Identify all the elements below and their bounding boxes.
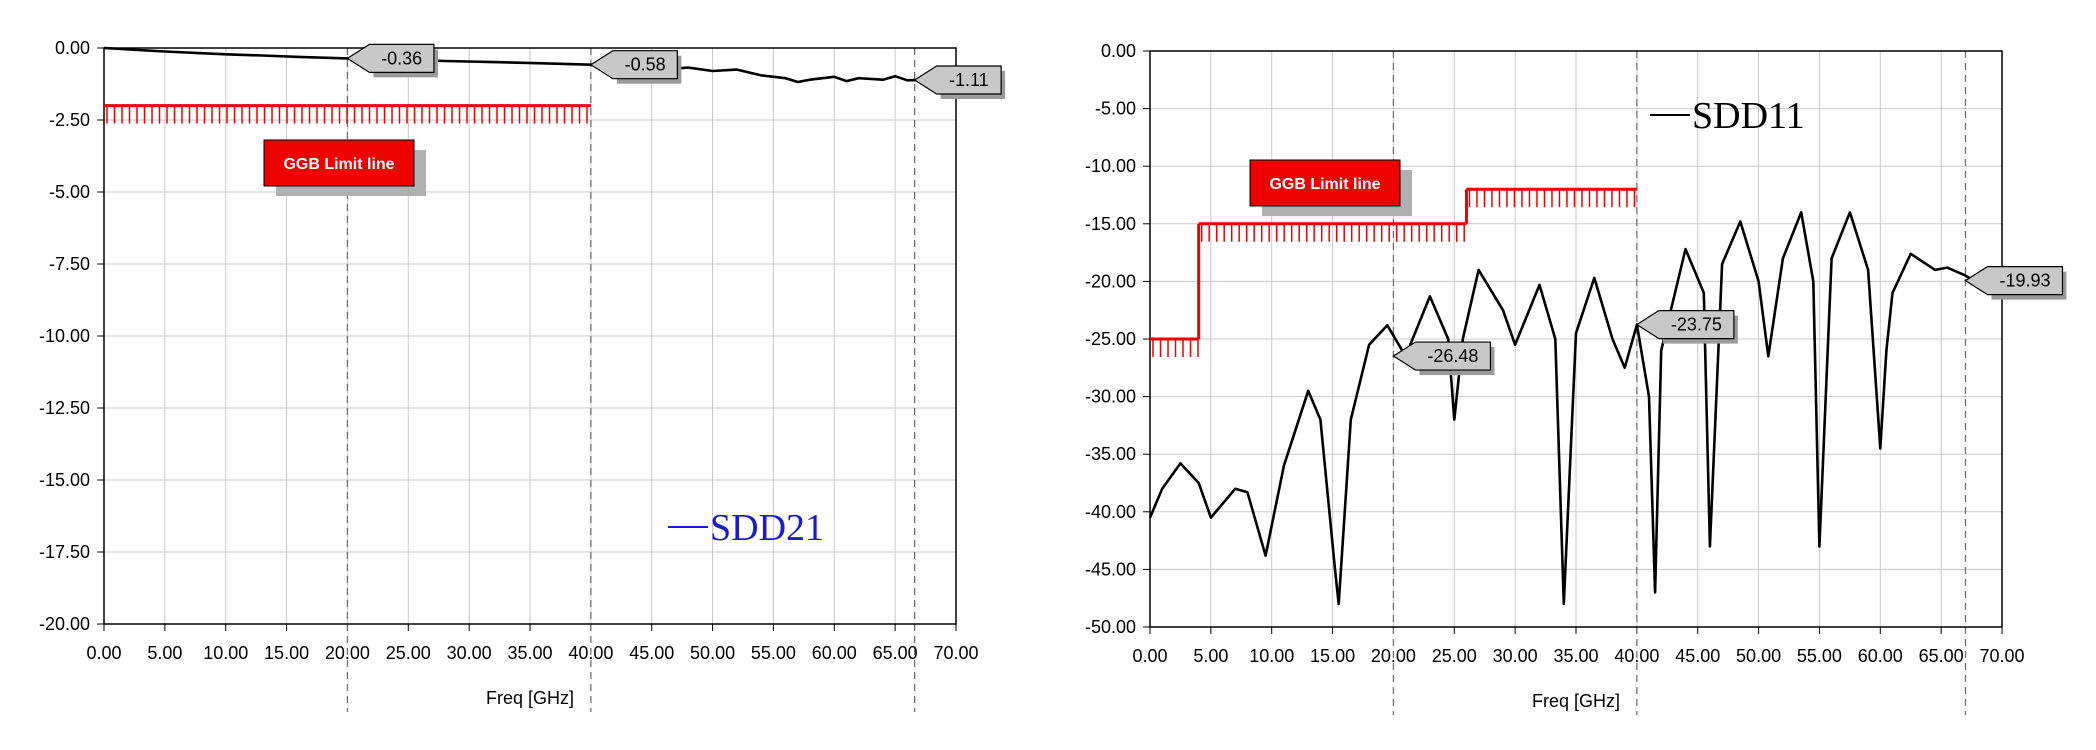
sdd21-y-tick-label: -7.50 (49, 254, 90, 274)
sdd21-chart: -0.36 -0.58 -1.11 0.00 5.00 10.00 15.00 20.00 2… (39, 38, 1006, 712)
sdd11-markers: -26.48 -23.75 -19.93 (1392, 265, 2067, 376)
sdd11-x-axis-title: Freq [GHz] (1532, 691, 1620, 711)
sdd21-x-tick-label: 70.00 (933, 643, 978, 663)
sdd11-y-tick-label: -35.00 (1085, 444, 1136, 464)
sdd21-x-tick-labels: 0.00 5.00 10.00 15.00 20.00 25.00 30.00 35.00 40… (86, 643, 978, 663)
sdd21-x-tick-label: 40.00 (568, 643, 613, 663)
sdd11-x-tick-labels: 0.00 5.00 10.00 15.00 20.00 25.00 30.00 35.00 40… (1132, 646, 2024, 666)
sdd21-x-tick-label: 50.00 (690, 643, 735, 663)
sdd11-y-tick-labels: 0.00 -5.00 -10.00 -15.00 -20.00 -25.00 -30.00 -… (1085, 41, 1136, 637)
sdd21-legend-label: SDD21 (710, 507, 824, 549)
sdd21-x-tick-label: 0.00 (86, 643, 121, 663)
sdd11-limit-hatch (1200, 223, 1465, 242)
sdd21-y-tick-label: 0.00 (55, 38, 90, 58)
sdd11-y-tick-label: -30.00 (1085, 387, 1136, 407)
sdd21-x-tick-label: 20.00 (325, 643, 370, 663)
sdd21-limit-line (104, 104, 591, 124)
sdd11-limit-hatch (1152, 339, 1199, 357)
sdd11-marker-label: -19.93 (1999, 271, 2050, 291)
sdd11-chart: -26.48 -23.75 -19.93 0.00 5.00 10.00 15.00 20.… (1085, 41, 2067, 715)
sdd11-limit-label: GGB Limit line (1249, 159, 1412, 216)
sdd11-y-tick-label: -5.00 (1095, 99, 1136, 119)
sdd11-x-tick-label: 0.00 (1132, 646, 1167, 666)
sdd11-y-tick-label: -45.00 (1085, 559, 1136, 579)
sdd21-x-tick-label: 30.00 (447, 643, 492, 663)
sdd11-y-tick-label: -25.00 (1085, 329, 1136, 349)
sdd11-y-tick-label: -50.00 (1085, 617, 1136, 637)
sdd21-x-tick-label: 55.00 (751, 643, 796, 663)
sdd11-series (1148, 211, 1986, 606)
sdd11-y-tick-label: 0.00 (1101, 41, 1136, 61)
sdd21-marker: -1.11 (913, 65, 1006, 99)
sdd11-x-tick-label: 35.00 (1553, 646, 1598, 666)
sdd11-marker-label: -26.48 (1427, 346, 1478, 366)
sdd21-x-tick-label: 35.00 (507, 643, 552, 663)
sdd21-marker-label: -1.11 (949, 70, 989, 90)
sdd11-x-tick-label: 15.00 (1310, 646, 1355, 666)
sdd11-series-line (1148, 211, 1986, 606)
sdd21-x-tick-label: 15.00 (264, 643, 309, 663)
sdd11-y-tick-label: -40.00 (1085, 502, 1136, 522)
sdd11-x-tick-label: 25.00 (1432, 646, 1477, 666)
sdd21-x-tick-label: 60.00 (812, 643, 857, 663)
sdd21-y-tick-label: -10.00 (39, 326, 90, 346)
sdd11-x-tick-label: 60.00 (1858, 646, 1903, 666)
sdd21-x-tick-label: 5.00 (147, 643, 182, 663)
sdd11-x-tick-label: 30.00 (1493, 646, 1538, 666)
sdd21-marker: -0.58 (589, 50, 682, 84)
sdd21-x-tick-label: 65.00 (873, 643, 918, 663)
sdd21-marker: -0.36 (346, 43, 438, 78)
sdd21-y-tick-label: -17.50 (39, 542, 90, 562)
sdd11-y-tick-label: -10.00 (1085, 156, 1136, 176)
sdd21-legend: SDD21 (668, 507, 824, 549)
sdd21-limit-hatch (106, 105, 588, 124)
sdd11-x-tick-label: 40.00 (1614, 646, 1659, 666)
sdd21-x-tick-label: 10.00 (203, 643, 248, 663)
sdd11-limit-label-text: GGB Limit line (1269, 176, 1380, 193)
sdd11-x-tick-label: 50.00 (1736, 646, 1781, 666)
sdd21-marker-label: -0.58 (625, 55, 666, 75)
sdd21-y-tick-labels: 0.00 -2.50 -5.00 -7.50 -10.00 -12.50 -15.00 -17… (39, 38, 90, 634)
sdd21-y-tick-label: -12.50 (39, 398, 90, 418)
sdd21-marker-label: -0.36 (381, 48, 422, 68)
sdd11-y-tick-label: -15.00 (1085, 214, 1136, 234)
sdd11-x-tick-label: 5.00 (1193, 646, 1228, 666)
sdd21-y-tick-label: -5.00 (49, 182, 90, 202)
sdd11-x-tick-label: 10.00 (1249, 646, 1294, 666)
sdd21-x-tick-label: 45.00 (629, 643, 674, 663)
sdd11-marker: -23.75 (1635, 310, 1738, 344)
sdd21-limit-label-text: GGB Limit line (283, 156, 394, 173)
sdd21-y-tick-label: -2.50 (49, 110, 90, 130)
sdd11-legend-label: SDD11 (1692, 95, 1805, 137)
sdd21-x-axis-title: Freq [GHz] (486, 688, 574, 708)
sdd11-marker: -26.48 (1392, 341, 1495, 376)
sdd11-x-tick-label: 55.00 (1797, 646, 1842, 666)
sdd21-limit-label: GGB Limit line (263, 139, 426, 196)
sdd11-marker: -19.93 (1964, 265, 2067, 300)
sdd11-limit-hatch (1468, 189, 1636, 208)
sdd21-plot-frame (103, 47, 957, 625)
sdd11-x-tick-label: 70.00 (1979, 646, 2024, 666)
sdd11-y-tick-label: -20.00 (1085, 271, 1136, 291)
sdd11-x-tick-label: 20.00 (1371, 646, 1416, 666)
sdd21-y-tick-label: -20.00 (39, 614, 90, 634)
sdd21-x-tick-label: 25.00 (386, 643, 431, 663)
sdd11-x-tick-label: 65.00 (1919, 646, 1964, 666)
sdd11-marker-label: -23.75 (1671, 315, 1722, 335)
sdd21-markers: -0.36 -0.58 -1.11 (346, 43, 1006, 99)
sdd11-legend: SDD11 (1650, 95, 1805, 137)
sdd11-limit-line (1150, 187, 1637, 357)
sdd21-y-tick-label: -15.00 (39, 470, 90, 490)
sdd11-x-tick-label: 45.00 (1675, 646, 1720, 666)
